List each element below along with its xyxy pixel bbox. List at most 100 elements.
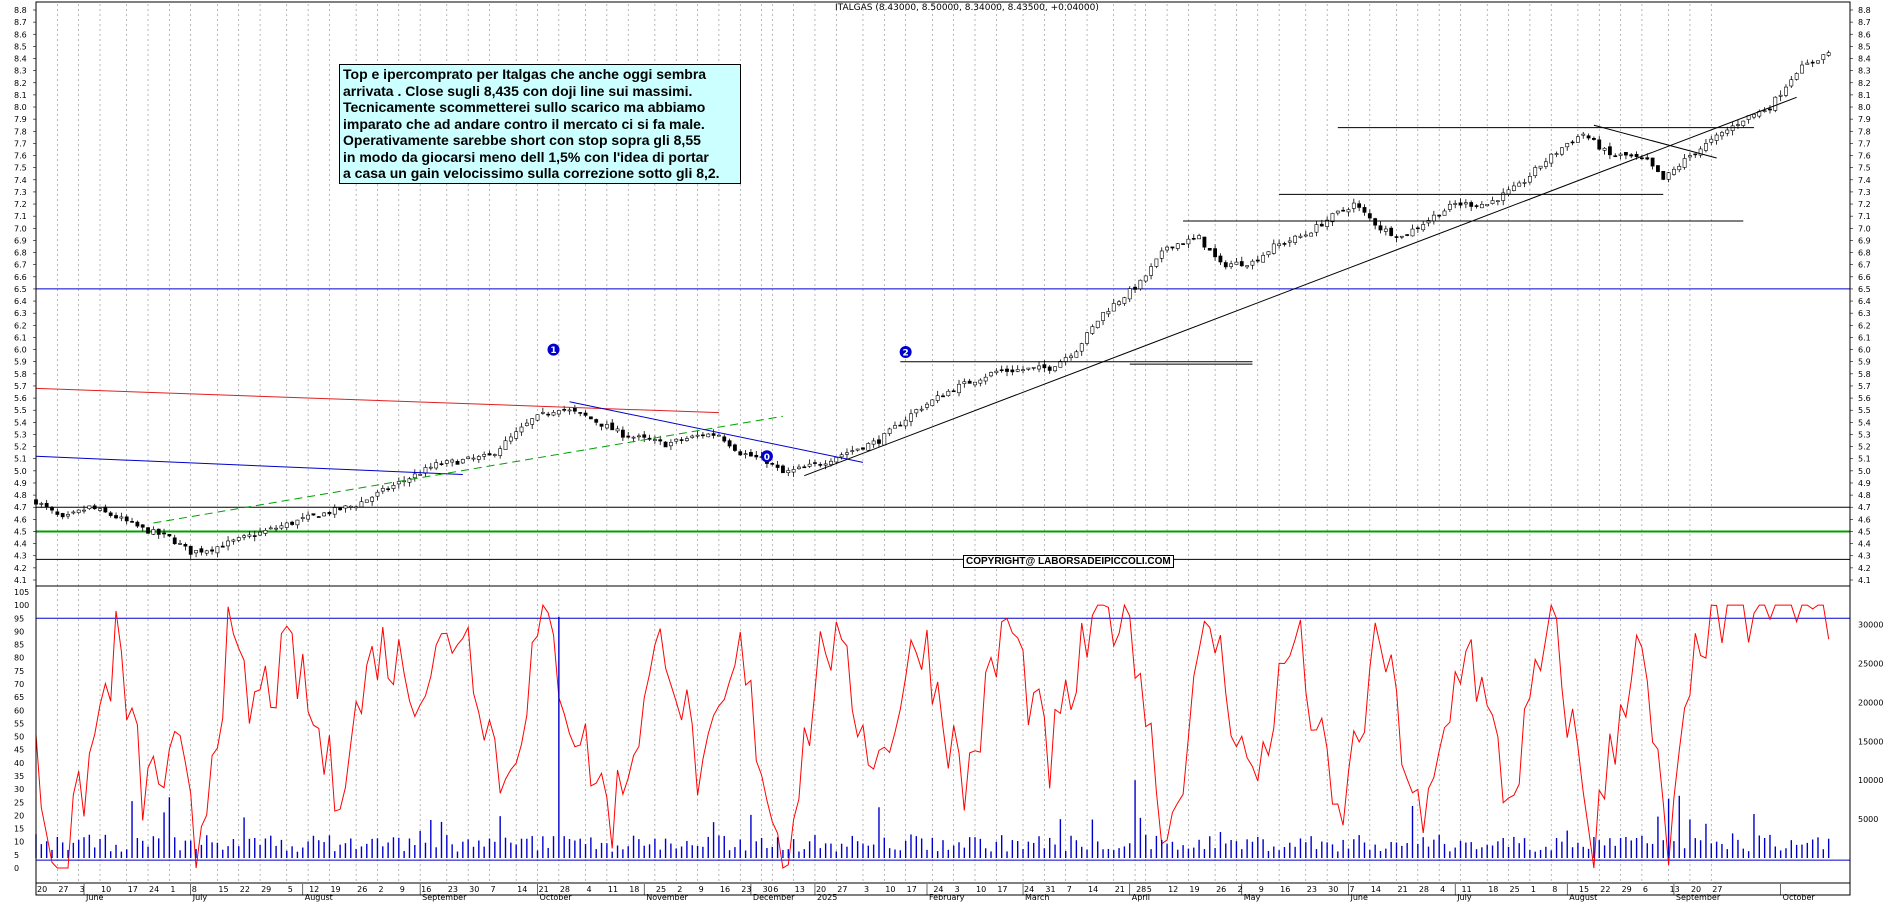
candle-body <box>1608 146 1612 156</box>
candle-body <box>743 453 748 456</box>
candle-body <box>103 506 108 513</box>
price-tick-left: 8.2 <box>14 79 27 88</box>
candle-body <box>813 462 817 464</box>
oscillator-tick: 100 <box>14 601 29 610</box>
price-tick-left: 6.2 <box>14 321 27 330</box>
x-tick-label: 11 <box>1462 885 1472 894</box>
candle-body <box>199 548 204 553</box>
chart-frame <box>35 1 1851 896</box>
x-tick-label: 12 <box>1168 885 1178 894</box>
candle-body <box>1784 86 1788 96</box>
x-tick-label: 5 <box>288 885 293 894</box>
candle-body <box>146 527 150 534</box>
candle-body <box>989 372 993 377</box>
x-tick-label: 23 <box>448 885 458 894</box>
month-label: April <box>1132 893 1150 902</box>
volume-tick: 5000 <box>1858 815 1878 824</box>
candle-body <box>1554 153 1559 155</box>
candle-body <box>482 454 487 457</box>
candle-body <box>1207 247 1212 251</box>
candle-body <box>39 503 44 505</box>
candle-body <box>258 531 262 536</box>
candle-body <box>1517 182 1522 187</box>
candle-body <box>1533 167 1538 177</box>
x-tick-label: 18 <box>1488 885 1498 894</box>
candle-body <box>1762 110 1767 112</box>
candle-body <box>572 407 577 412</box>
oscillator-tick: 85 <box>14 641 24 650</box>
candle-body <box>610 422 615 431</box>
candle-body <box>1720 132 1724 137</box>
price-tick-left: 5.2 <box>14 443 27 452</box>
price-tick-left: 4.2 <box>14 564 27 573</box>
candle-body <box>829 460 833 465</box>
candle-body <box>1111 303 1116 312</box>
candle-body <box>82 509 86 512</box>
candle-body <box>119 516 124 519</box>
x-tick-label: 24 <box>933 885 943 894</box>
candle-body <box>503 440 508 450</box>
x-tick-label: 13 <box>1670 885 1680 894</box>
candle-body <box>514 431 519 439</box>
candle-body <box>1367 213 1372 219</box>
price-tick-left: 7.0 <box>14 224 27 233</box>
month-label: August <box>1569 893 1597 902</box>
candle-body <box>1266 251 1271 256</box>
candle-body <box>1458 202 1463 206</box>
candle-body <box>722 436 727 442</box>
oscillator-tick: 40 <box>14 759 24 768</box>
candle-body <box>66 514 70 517</box>
oscillator-tick: 30 <box>14 785 24 794</box>
price-tick-right: 6.4 <box>1858 297 1871 306</box>
x-tick-label: 7 <box>491 885 496 894</box>
price-tick-right: 8.6 <box>1858 30 1871 39</box>
candle-body <box>311 513 316 516</box>
x-tick-label: 11 <box>608 885 618 894</box>
x-tick-label: 15 <box>1579 885 1589 894</box>
candle-body <box>839 454 844 458</box>
price-tick-right: 5.3 <box>1858 430 1871 439</box>
candle-body <box>188 545 193 555</box>
oscillator-tick: 55 <box>14 719 24 728</box>
price-tick-right: 7.1 <box>1858 212 1871 221</box>
candle-body <box>1335 210 1340 214</box>
month-label: October <box>540 893 573 902</box>
candle-body <box>172 537 177 545</box>
trend-line <box>569 401 864 463</box>
candle-body <box>754 454 759 458</box>
oscillator-tick: 60 <box>14 706 24 715</box>
candle-body <box>1714 134 1719 141</box>
candle-body <box>1821 54 1826 60</box>
x-tick-label: 6 <box>773 885 778 894</box>
candle-body <box>717 434 721 437</box>
candle-body <box>973 381 977 386</box>
price-tick-right: 4.1 <box>1858 576 1871 585</box>
price-tick-left: 4.9 <box>14 479 27 488</box>
x-tick-label: 3 <box>955 885 960 894</box>
price-tick-right: 6.5 <box>1858 285 1871 294</box>
price-tick-right: 6.8 <box>1858 249 1871 258</box>
candle-body <box>1015 369 1020 372</box>
axis-layer: 20 27 3 10 17 24 1 8 15 22 29 5 12 19 26 2 9 16 23 30 7 14 21 2… <box>14 1 1883 902</box>
candle-body <box>674 438 679 442</box>
price-tick-left: 6.0 <box>14 346 27 355</box>
candle-body <box>316 516 321 518</box>
candle-body <box>1709 138 1714 143</box>
candle-body <box>1431 214 1436 222</box>
candle-body <box>1079 343 1084 352</box>
x-tick-label: 19 <box>330 885 340 894</box>
candle-body <box>1149 266 1153 276</box>
candle-body <box>546 413 551 416</box>
candle-body <box>1181 243 1185 245</box>
x-tick-label: 2 <box>378 885 383 894</box>
price-tick-right: 7.3 <box>1858 188 1871 197</box>
x-tick-label: 29 <box>1622 885 1632 894</box>
candle-body <box>466 456 471 459</box>
marker-circle <box>760 450 773 463</box>
candle-body <box>460 459 465 464</box>
x-tick-label: 22 <box>1600 885 1610 894</box>
candle-body <box>1389 227 1394 236</box>
x-tick-label: 17 <box>128 885 138 894</box>
candle-body <box>1213 248 1218 258</box>
